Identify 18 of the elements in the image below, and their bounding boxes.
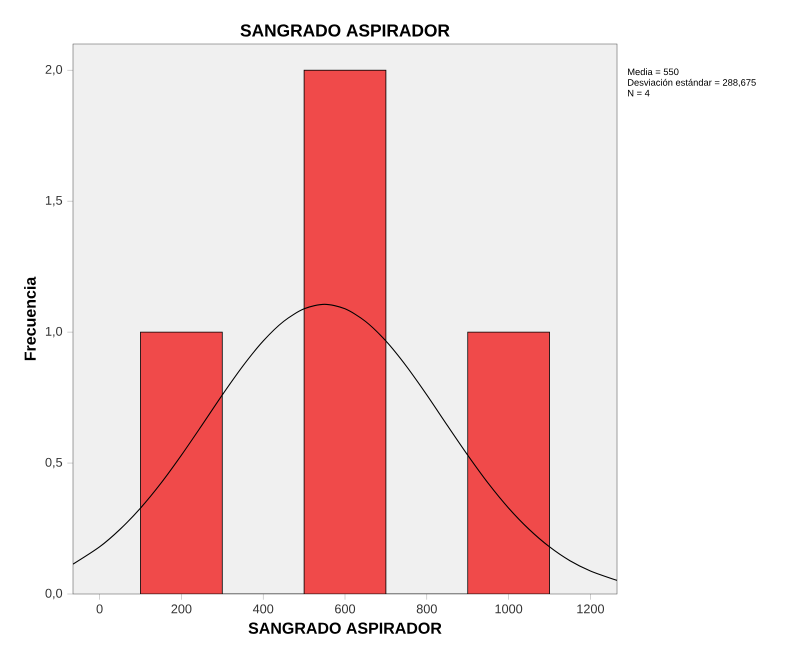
text: Media = 550 — [628, 68, 679, 76]
x-tick-label: 800 — [416, 604, 437, 614]
chart-title: SANGRADO ASPIRADOR — [240, 24, 450, 37]
x-tick-label: 400 — [252, 604, 274, 614]
text: N = 4 — [628, 90, 650, 96]
x-tick-label: 0 — [96, 604, 103, 614]
x-tick-label: 1000 — [495, 604, 522, 614]
x-axis-title: SANGRADO ASPIRADOR — [248, 622, 442, 634]
y-axis-title: Frecuencia — [24, 276, 36, 360]
y-tick-label: 1,0 — [46, 326, 62, 338]
y-tick-label: 2,0 — [46, 64, 62, 76]
x-tick-label: 600 — [335, 604, 356, 614]
y-tick-label: 0,0 — [45, 588, 62, 600]
x-tick-label: 1200 — [577, 604, 604, 614]
y-tick-label: 1,5 — [46, 196, 62, 206]
text: Desviación estándar = 288,675 — [628, 78, 756, 87]
x-tick-label: 200 — [171, 604, 192, 614]
y-tick-label: 0,5 — [45, 458, 62, 468]
